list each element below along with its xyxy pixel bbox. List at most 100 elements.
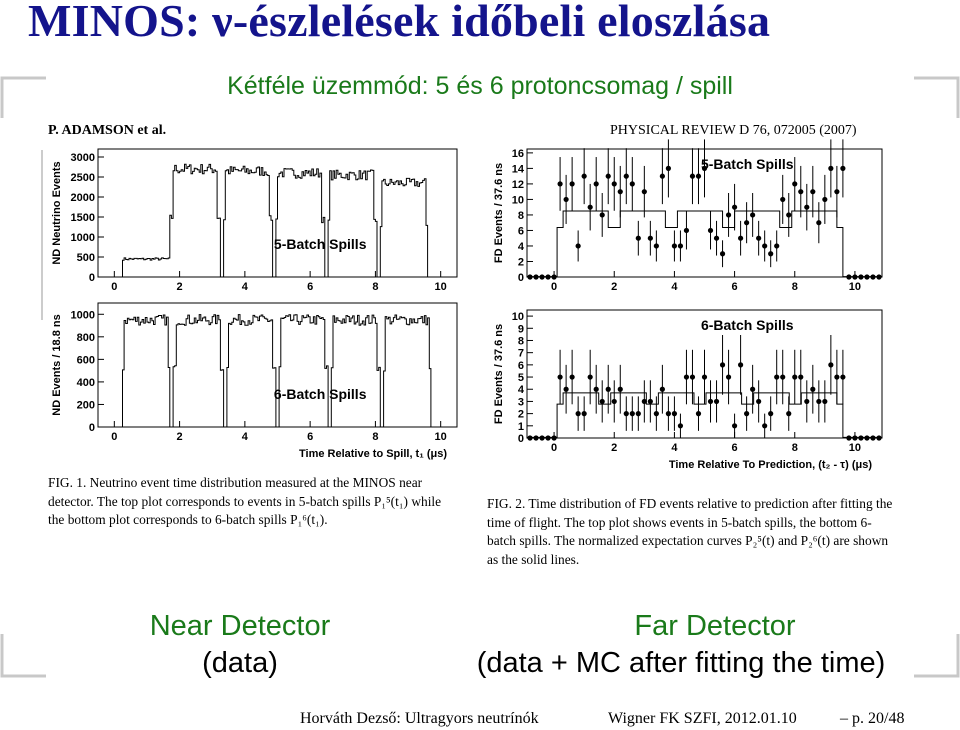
fd5-point xyxy=(623,173,629,179)
fd5-point xyxy=(756,235,762,241)
nd5-xtick-label: 2 xyxy=(177,281,183,293)
fd6-point xyxy=(527,435,533,441)
fd5-point xyxy=(647,235,653,241)
fd5-point xyxy=(629,181,635,187)
fd5-point xyxy=(864,274,870,280)
fd5-point xyxy=(593,181,599,187)
fd6-point xyxy=(575,411,581,417)
fd5-point xyxy=(738,235,744,241)
fd6-point xyxy=(587,374,593,380)
fd6-point xyxy=(551,435,557,441)
fd6-point xyxy=(780,374,786,380)
fd6-point xyxy=(719,362,726,368)
fd5-point xyxy=(858,274,864,280)
fd5-point xyxy=(701,165,708,171)
nd6-xlabel: Time Relative to Spill, t₁ (μs) xyxy=(299,448,447,460)
fd6-point xyxy=(659,386,665,392)
nd6-ytick-label: 1000 xyxy=(71,309,95,321)
fd6-point xyxy=(611,398,617,405)
fd6-point xyxy=(840,374,846,380)
fd6-point xyxy=(876,435,882,441)
paper-author: P. ADAMSON et al. xyxy=(48,123,167,138)
fd5-point xyxy=(762,243,768,249)
fd6-ytick-label: 1 xyxy=(518,421,524,433)
fd5-ytick-label: 10 xyxy=(512,194,524,206)
paper-journal: PHYSICAL REVIEW D 76, 072005 (2007) xyxy=(610,123,857,138)
fd5-point xyxy=(575,243,581,249)
fd5-point xyxy=(611,181,617,187)
fd5-ytick-label: 16 xyxy=(512,148,524,160)
nd5-ytick-label: 1000 xyxy=(71,232,95,244)
fd6-expectation xyxy=(527,392,882,438)
fd6-point xyxy=(653,411,659,417)
fd6-point xyxy=(671,411,678,417)
fd6-point xyxy=(864,435,870,441)
fd6-ytick-label: 0 xyxy=(518,433,524,445)
nd5-panel-label: 5-Batch Spills xyxy=(274,236,367,252)
fd6-frame xyxy=(526,309,883,439)
fd5-point xyxy=(804,204,810,210)
slide-subtitle: Kétféle üzemmód: 5 és 6 protoncsomag / s… xyxy=(227,72,733,100)
fd6-xtick-label: 4 xyxy=(671,442,678,454)
nd6-xtick-label: 8 xyxy=(372,431,378,443)
fd5-point xyxy=(798,189,804,195)
fd5-xtick-label: 0 xyxy=(551,281,557,293)
footer-page: – p. 20/48 xyxy=(840,710,905,727)
fd6-ytick-label: 5 xyxy=(518,372,524,384)
fd6-point xyxy=(665,411,671,417)
bracket-top-left xyxy=(0,76,46,118)
fd5-point xyxy=(713,235,720,241)
fd6-ylabel: FD Events / 37.6 ns xyxy=(493,324,505,424)
nd5-xtick-label: 10 xyxy=(435,281,447,293)
fd5-point xyxy=(527,274,533,280)
fd5-ytick-label: 14 xyxy=(512,163,525,175)
fd6-point xyxy=(870,435,876,441)
fd6-point xyxy=(647,398,653,405)
nd6-xtick-label: 0 xyxy=(111,431,117,443)
fd5-expectation xyxy=(527,210,882,278)
fd5-point xyxy=(641,189,647,195)
nd6-histogram xyxy=(98,314,456,428)
fig1-caption: FIG. 1. Neutrino event time distribution… xyxy=(48,475,442,527)
fd6-ytick-label: 7 xyxy=(518,348,524,360)
slide-title: MINOS: ν-észlelések időbeli eloszlása xyxy=(28,0,771,46)
fd5-xtick-label: 4 xyxy=(671,281,678,293)
fd5-ytick-label: 0 xyxy=(518,272,524,284)
fd6-xtick-label: 2 xyxy=(611,442,617,454)
fd6-point xyxy=(846,435,852,441)
fd6-ytick-label: 8 xyxy=(518,335,524,347)
fd6-panel-label: 6-Batch Spills xyxy=(701,317,794,333)
fd5-point xyxy=(810,189,816,195)
fd6-point xyxy=(744,411,750,417)
fd5-ytick-label: 6 xyxy=(518,225,524,237)
fd6-ytick-label: 6 xyxy=(518,360,524,372)
bracket-bottom-left xyxy=(0,634,46,678)
fd6-point xyxy=(563,386,569,392)
fd6-point xyxy=(683,374,690,380)
fd6-point xyxy=(617,386,623,392)
fd5-point xyxy=(816,220,822,226)
fd6-point xyxy=(569,374,575,380)
nd5-xtick-label: 4 xyxy=(242,281,249,293)
fd5-point xyxy=(677,243,684,249)
fd6-point xyxy=(822,398,828,405)
fd5-point xyxy=(569,181,575,187)
fd6-point xyxy=(738,362,744,368)
fd5-point xyxy=(707,227,714,234)
fd5-point xyxy=(539,274,545,280)
fd6-point xyxy=(713,398,720,405)
fd5-point xyxy=(731,204,738,210)
nd6-frame xyxy=(97,302,458,428)
fd6-point xyxy=(533,435,539,441)
fd5-point xyxy=(876,274,882,280)
fd5-xtick-label: 2 xyxy=(611,281,617,293)
fd5-xtick-label: 6 xyxy=(732,281,738,293)
fd5-point xyxy=(581,173,587,179)
fd5-point xyxy=(834,189,840,195)
fd6-point xyxy=(623,411,629,417)
fd5-xtick-label: 10 xyxy=(849,281,861,293)
fd5-point xyxy=(719,251,726,257)
fd5-point xyxy=(774,243,780,249)
